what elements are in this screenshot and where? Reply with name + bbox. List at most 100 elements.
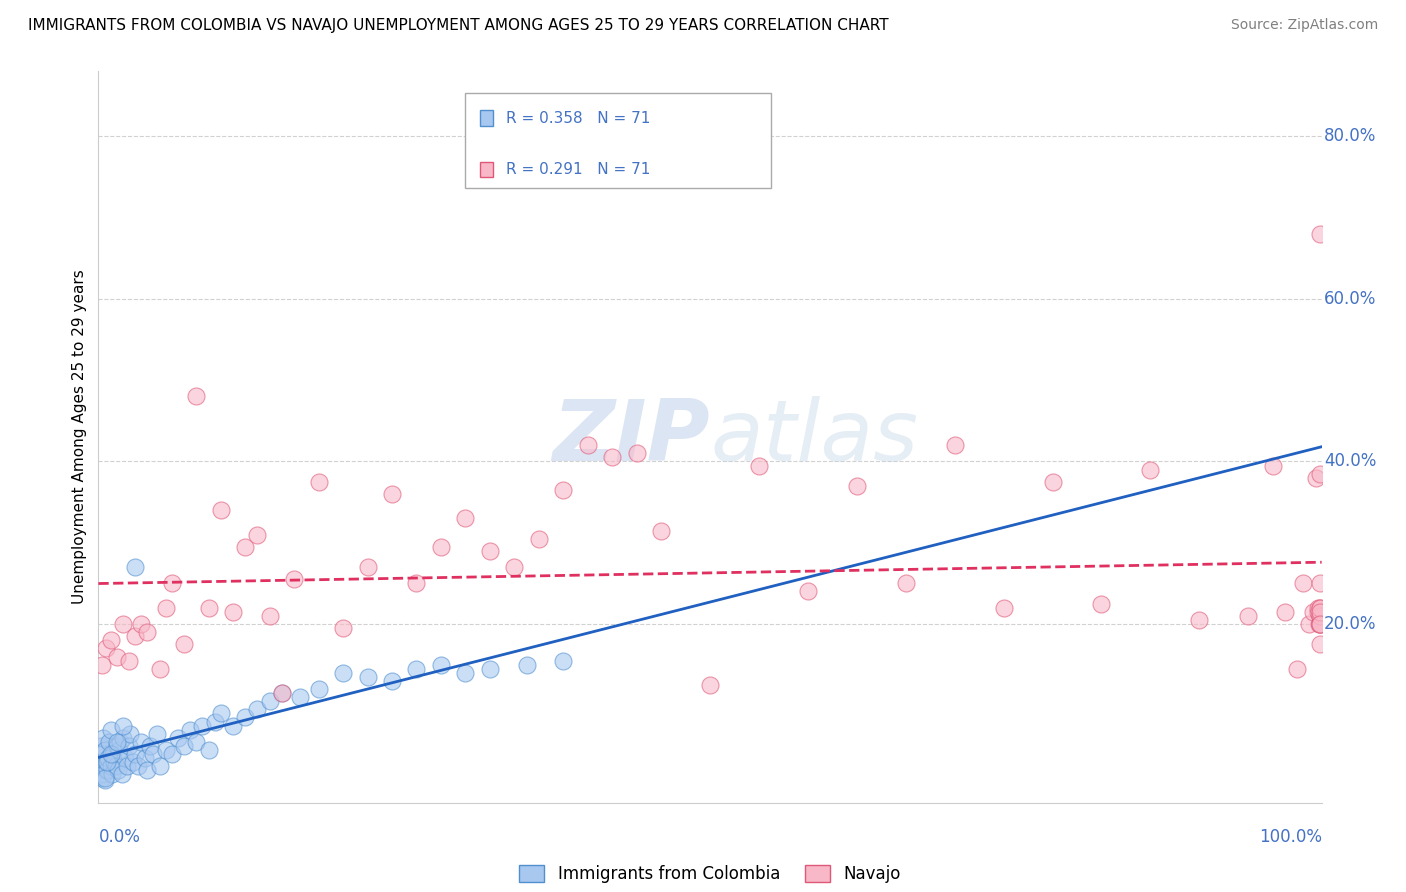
Point	[197, 600, 219, 615]
Point	[454, 665, 477, 680]
Point	[1309, 617, 1331, 632]
Point	[270, 686, 294, 700]
Point	[124, 747, 146, 761]
Y-axis label: Unemployment Among Ages 25 to 29 years: Unemployment Among Ages 25 to 29 years	[72, 269, 87, 605]
Point	[222, 605, 245, 619]
Point	[553, 654, 575, 668]
Point	[149, 662, 172, 676]
Text: 20.0%: 20.0%	[1324, 615, 1376, 633]
Point	[115, 759, 138, 773]
Point	[121, 755, 143, 769]
Point	[699, 678, 721, 692]
Bar	[479, 161, 494, 178]
Point	[93, 772, 115, 787]
Point	[103, 755, 125, 769]
Point	[626, 446, 648, 460]
Bar	[479, 111, 494, 127]
Point	[129, 617, 152, 632]
Point	[204, 714, 226, 729]
Point	[197, 743, 219, 757]
Point	[149, 759, 172, 773]
Point	[748, 458, 770, 473]
Point	[186, 389, 208, 403]
Point	[105, 739, 128, 753]
Point	[1274, 605, 1296, 619]
Point	[98, 735, 121, 749]
Point	[118, 654, 141, 668]
Point	[1090, 597, 1112, 611]
Point	[1139, 462, 1161, 476]
Point	[1298, 617, 1320, 632]
Point	[430, 657, 453, 672]
Point	[90, 739, 112, 753]
Point	[134, 751, 156, 765]
Point	[527, 532, 550, 546]
Point	[1286, 662, 1309, 676]
Point	[111, 617, 134, 632]
Point	[96, 755, 118, 769]
Point	[111, 767, 134, 781]
Point	[108, 743, 131, 757]
Point	[600, 450, 623, 465]
Point	[90, 759, 112, 773]
Point	[1309, 637, 1331, 651]
Point	[1188, 613, 1211, 627]
Point	[97, 751, 120, 765]
Point	[1309, 605, 1331, 619]
Point	[381, 673, 404, 688]
Point	[1309, 600, 1331, 615]
Point	[101, 767, 124, 781]
Point	[1302, 605, 1324, 619]
Point	[111, 731, 134, 745]
Point	[146, 727, 169, 741]
Text: ZIP: ZIP	[553, 395, 710, 479]
Point	[308, 475, 330, 489]
Point	[1305, 471, 1327, 485]
Point	[270, 686, 294, 700]
Point	[233, 540, 256, 554]
Point	[222, 718, 245, 732]
Point	[1309, 227, 1331, 241]
Text: 80.0%: 80.0%	[1324, 128, 1376, 145]
Point	[160, 747, 183, 761]
Point	[173, 637, 195, 651]
Point	[650, 524, 672, 538]
Point	[96, 764, 118, 778]
Point	[136, 625, 159, 640]
Point	[167, 731, 190, 745]
Point	[209, 503, 232, 517]
Point	[101, 747, 124, 761]
Text: R = 0.291   N = 71: R = 0.291 N = 71	[506, 162, 650, 177]
Point	[259, 608, 281, 623]
Text: 40.0%: 40.0%	[1324, 452, 1376, 470]
Point	[107, 764, 129, 778]
Point	[100, 633, 122, 648]
Point	[118, 739, 141, 753]
Point	[356, 670, 378, 684]
Point	[120, 727, 142, 741]
Point	[246, 702, 269, 716]
Point	[332, 665, 354, 680]
Point	[308, 681, 330, 696]
Point	[405, 576, 427, 591]
Point	[576, 438, 599, 452]
Point	[105, 735, 128, 749]
Point	[1309, 600, 1331, 615]
Point	[129, 735, 152, 749]
Point	[93, 743, 115, 757]
Point	[503, 560, 526, 574]
Point	[1309, 576, 1331, 591]
Point	[1309, 608, 1331, 623]
Point	[111, 718, 134, 732]
Point	[94, 755, 117, 769]
Point	[110, 735, 132, 749]
Point	[93, 772, 115, 786]
Point	[332, 621, 354, 635]
Point	[1309, 617, 1331, 632]
Point	[283, 572, 305, 586]
Point	[797, 584, 820, 599]
Point	[105, 649, 128, 664]
Point	[845, 479, 868, 493]
Point	[124, 560, 146, 574]
Point	[246, 527, 269, 541]
